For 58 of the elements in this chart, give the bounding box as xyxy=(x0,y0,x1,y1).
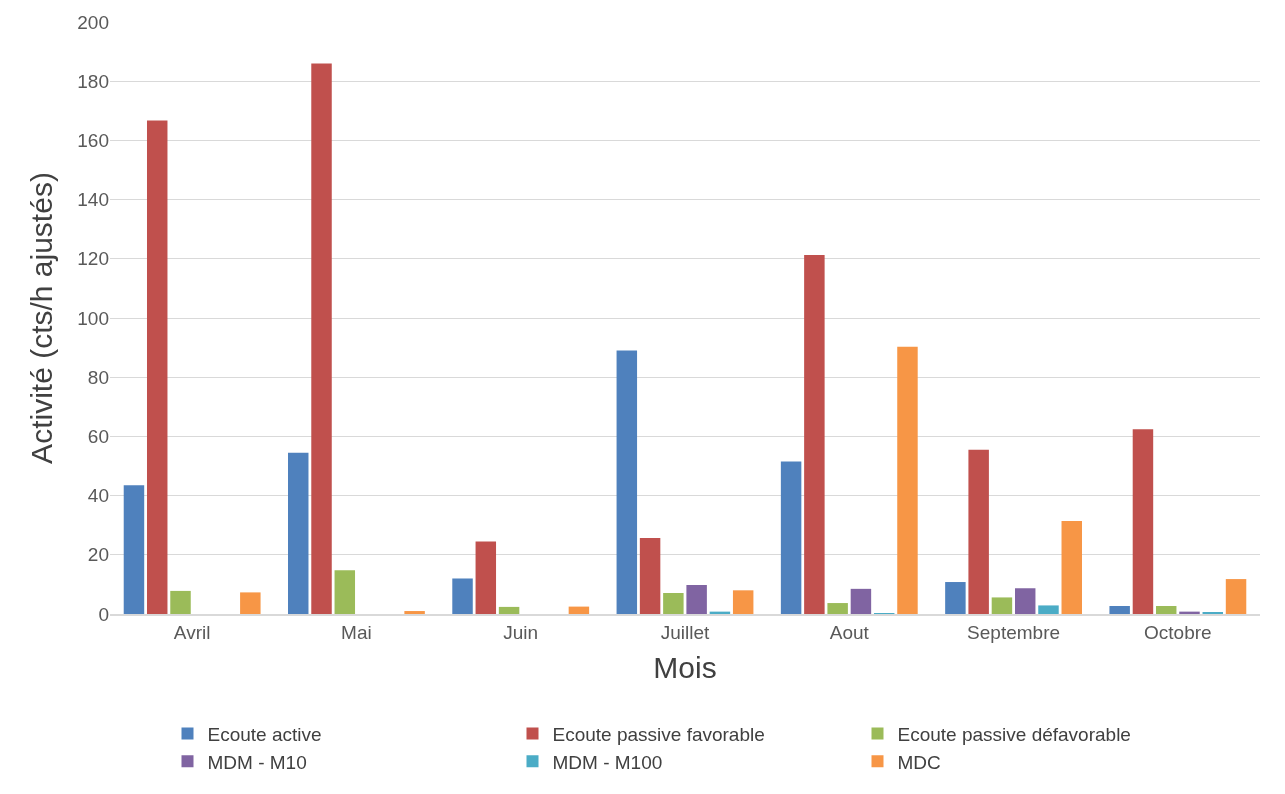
y-tick-label: 0 xyxy=(98,603,109,625)
y-tick-label: 180 xyxy=(77,70,109,92)
bar xyxy=(452,578,473,614)
bar xyxy=(334,570,356,614)
bar xyxy=(1155,606,1177,614)
bar xyxy=(1109,606,1130,614)
x-tick-label: Aout xyxy=(829,621,870,643)
legend-label: MDC xyxy=(897,751,941,773)
x-tick-label: Septembre xyxy=(967,621,1061,643)
bar xyxy=(732,590,754,614)
bar xyxy=(827,603,848,614)
bar xyxy=(404,611,425,614)
bar xyxy=(1038,605,1059,614)
bar xyxy=(1225,579,1247,614)
y-axis-title: Activité (cts/h ajustés) xyxy=(25,172,59,464)
bar xyxy=(663,592,684,614)
bar xyxy=(123,485,145,614)
y-tick-label: 20 xyxy=(87,544,109,566)
bar xyxy=(850,588,872,614)
x-tick-label: Octobre xyxy=(1144,621,1212,643)
x-axis-title: Mois xyxy=(653,650,717,684)
legend-label: MDM - M100 xyxy=(552,751,663,773)
bar xyxy=(1132,429,1154,614)
legend-label: Ecoute active xyxy=(207,723,322,745)
bar xyxy=(945,582,966,614)
x-tick-label: Juillet xyxy=(660,621,711,643)
x-tick-label: Avril xyxy=(173,621,211,643)
bar xyxy=(686,584,707,614)
y-tick-label: 100 xyxy=(77,307,109,329)
legend-label: Ecoute passive favorable xyxy=(552,723,765,745)
bar xyxy=(1061,521,1082,614)
bar xyxy=(968,449,989,614)
y-tick-label: 200 xyxy=(77,11,109,33)
bar xyxy=(568,606,590,614)
x-tick-label: Juin xyxy=(503,621,539,643)
bar xyxy=(1014,588,1036,614)
bar xyxy=(498,606,520,614)
bar xyxy=(311,63,332,614)
y-tick-label: 120 xyxy=(77,248,109,270)
bar xyxy=(897,346,918,614)
bar xyxy=(804,254,825,614)
bar xyxy=(616,350,638,614)
bar xyxy=(240,592,261,614)
y-tick-label: 160 xyxy=(77,130,109,152)
bar xyxy=(780,461,802,614)
bar xyxy=(170,590,191,614)
y-tick-label: 40 xyxy=(87,485,109,507)
bar xyxy=(146,120,168,614)
y-tick-label: 60 xyxy=(87,426,109,448)
x-tick-label: Mai xyxy=(341,621,372,643)
legend-label: MDM - M10 xyxy=(207,751,307,773)
bar xyxy=(288,452,309,614)
bar xyxy=(991,597,1013,614)
y-tick-label: 140 xyxy=(77,189,109,211)
y-tick-label: 80 xyxy=(87,366,109,388)
bar xyxy=(475,541,497,614)
legend-label: Ecoute passive défavorable xyxy=(897,723,1131,745)
bar xyxy=(639,537,661,614)
